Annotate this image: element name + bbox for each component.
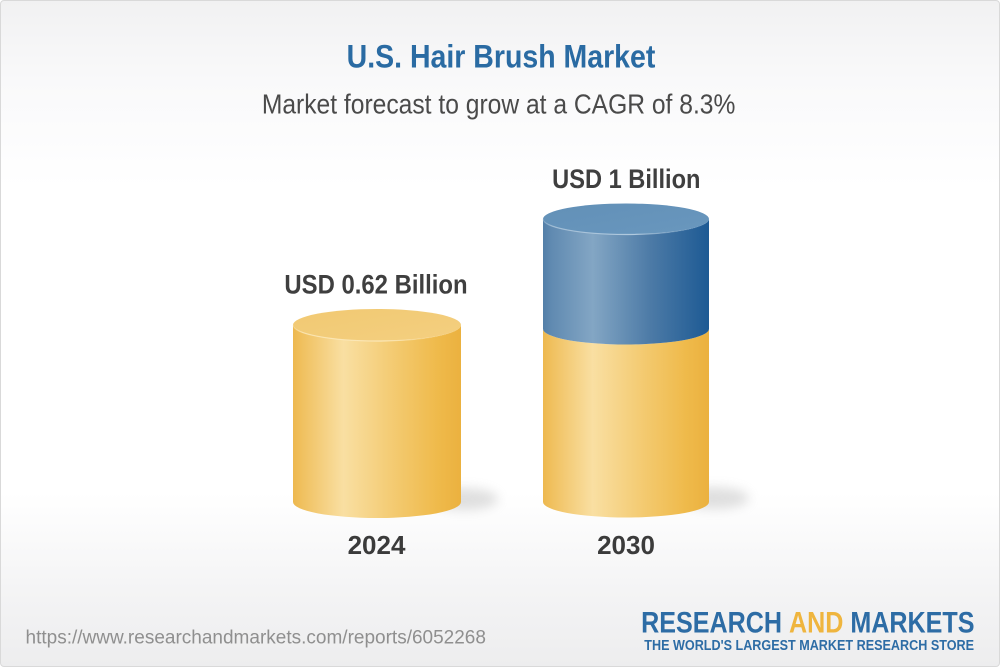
svg-text:2030: 2030 [597,530,655,560]
svg-text:https://www.researchandmarkets: https://www.researchandmarkets.com/repor… [26,627,486,648]
svg-text:U.S. Hair Brush Market: U.S. Hair Brush Market [347,39,656,75]
svg-text:USD 0.62 Billion: USD 0.62 Billion [284,270,467,300]
svg-text:Market forecast to grow at a C: Market forecast to grow at a CAGR of 8.3… [262,88,736,120]
svg-text:2024: 2024 [348,530,406,560]
svg-text:RESEARCH AND MARKETS: RESEARCH AND MARKETS [641,605,974,639]
svg-text:THE WORLD'S LARGEST MARKET RES: THE WORLD'S LARGEST MARKET RESEARCH STOR… [644,636,974,653]
svg-text:USD 1 Billion: USD 1 Billion [552,164,700,194]
